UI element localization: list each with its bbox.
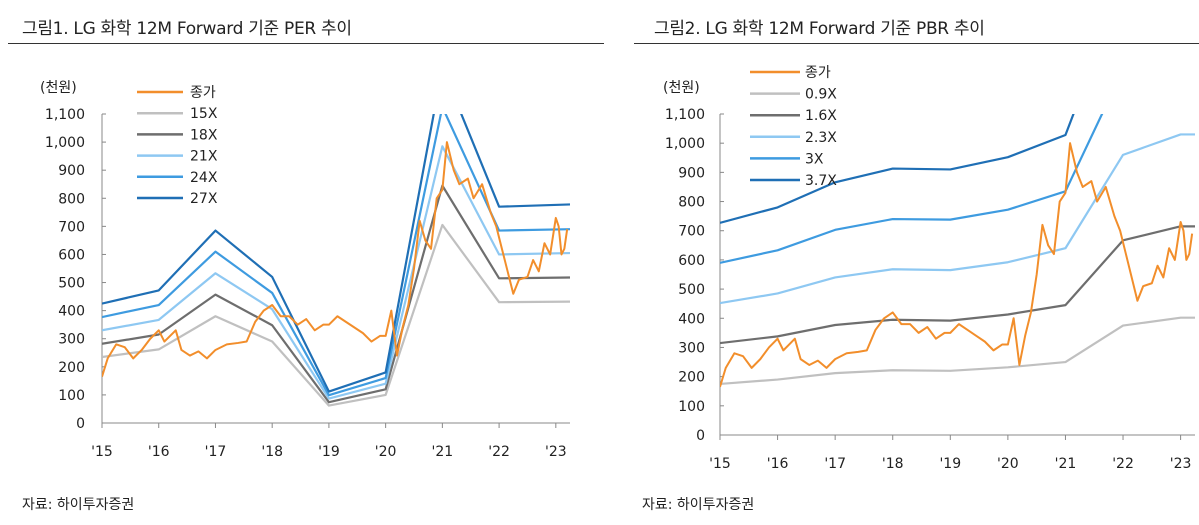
series-line-0.9X [720,316,1195,386]
series-line-24X [102,114,571,397]
x-tick-label: '20 [375,444,397,460]
y-tick-label: 400 [678,311,705,327]
y-tick-label: 1,000 [45,135,85,151]
legend-label: 15X [190,106,218,122]
x-tick-label: '16 [148,444,170,460]
x-tick-label: '22 [1112,456,1134,472]
y-axis-unit: (천원) [663,80,700,96]
series-line-2.3X [720,133,1195,305]
legend-label: 27X [190,191,218,207]
legend-label: 2.3X [805,130,837,146]
y-tick-label: 400 [58,304,85,320]
y-axis-unit: (천원) [40,80,77,96]
x-tick-label: '23 [545,444,567,460]
series-line-종가 [720,142,1194,388]
y-tick-label: 200 [58,360,85,376]
y-tick-label: 200 [678,370,705,386]
chart2-source: 자료: 하이투자증권 [642,497,755,513]
y-tick-label: 300 [58,332,85,348]
series-line-18X [102,184,571,404]
y-tick-label: 800 [678,195,705,211]
legend-label: 24X [190,170,218,186]
y-tick-label: 600 [678,253,705,269]
x-tick-label: '15 [91,444,113,460]
chart1-title-rule [8,43,604,44]
y-tick-label: 1,100 [45,107,85,123]
series-line-3X [720,114,1104,264]
legend-label: 3X [805,151,824,167]
series-line-1.6X [720,225,1195,345]
x-tick-label: '21 [432,444,454,460]
legend-label: 종가 [805,65,831,81]
x-tick-label: '20 [997,456,1019,472]
chart2-title-rule [634,43,1199,44]
y-tick-label: 700 [678,224,705,240]
y-tick-label: 100 [58,388,85,404]
x-tick-label: '19 [939,456,961,472]
y-tick-label: 800 [58,191,85,207]
y-tick-label: 600 [58,247,85,263]
y-tick-label: 0 [696,428,705,444]
series-line-종가 [102,141,569,377]
legend-label: 종가 [190,85,216,101]
series-line-21X [102,145,571,400]
legend-label: 0.9X [805,87,837,103]
y-tick-label: 900 [678,165,705,181]
x-tick-label: '16 [767,456,789,472]
y-tick-label: 1,000 [665,136,705,152]
y-tick-label: 1,100 [665,107,705,123]
legend-label: 18X [190,127,218,143]
y-tick-label: 500 [58,276,85,292]
legend-label: 21X [190,149,218,165]
series-group [102,114,571,407]
y-tick-label: 700 [58,219,85,235]
x-tick-label: '22 [488,444,510,460]
x-tick-label: '15 [709,456,731,472]
x-tick-label: '23 [1170,456,1192,472]
series-group [720,114,1195,388]
legend-label: 3.7X [805,173,837,189]
x-tick-label: '18 [261,444,283,460]
legend-label: 1.6X [805,108,837,124]
y-tick-label: 0 [76,416,85,432]
chart2-title: 그림2. LG 화학 12M Forward 기준 PBR 추이 [654,19,985,39]
y-tick-label: 900 [58,163,85,179]
x-tick-label: '21 [1055,456,1077,472]
chart1-title: 그림1. LG 화학 12M Forward 기준 PER 추이 [22,19,352,39]
series-line-27X [102,114,571,393]
y-tick-label: 100 [678,399,705,415]
x-tick-label: '18 [882,456,904,472]
y-tick-label: 500 [678,282,705,298]
y-tick-label: 300 [678,340,705,356]
series-line-15X [102,223,571,407]
x-tick-label: '17 [824,456,846,472]
per-band-chart: 0 100 200 300 400 500 600 700 800 900 1,000 1,100 '1… [40,80,571,460]
x-tick-label: '19 [318,444,340,460]
chart1-source: 자료: 하이투자증권 [22,497,135,513]
x-tick-label: '17 [205,444,227,460]
